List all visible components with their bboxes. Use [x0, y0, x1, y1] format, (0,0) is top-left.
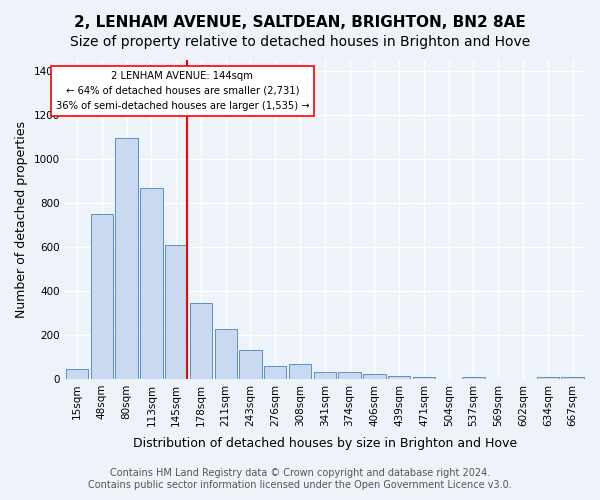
Bar — [413, 376, 435, 379]
Bar — [190, 304, 212, 379]
Bar — [66, 368, 88, 379]
Bar — [91, 214, 113, 379]
Text: 2 LENHAM AVENUE: 144sqm
← 64% of detached houses are smaller (2,731)
36% of semi: 2 LENHAM AVENUE: 144sqm ← 64% of detache… — [56, 71, 309, 110]
Bar — [314, 372, 336, 379]
Bar — [463, 376, 485, 379]
Bar — [388, 376, 410, 379]
Bar — [239, 350, 262, 379]
Bar — [215, 330, 237, 379]
Text: 2, LENHAM AVENUE, SALTDEAN, BRIGHTON, BN2 8AE: 2, LENHAM AVENUE, SALTDEAN, BRIGHTON, BN… — [74, 15, 526, 30]
Bar — [562, 376, 584, 379]
Bar — [289, 364, 311, 379]
Bar — [338, 372, 361, 379]
Bar — [140, 188, 163, 379]
Bar — [165, 244, 187, 379]
Bar — [264, 366, 286, 379]
X-axis label: Distribution of detached houses by size in Brighton and Hove: Distribution of detached houses by size … — [133, 437, 517, 450]
Y-axis label: Number of detached properties: Number of detached properties — [15, 121, 28, 318]
Bar — [363, 374, 386, 379]
Text: Size of property relative to detached houses in Brighton and Hove: Size of property relative to detached ho… — [70, 35, 530, 49]
Bar — [115, 138, 138, 379]
Text: Contains HM Land Registry data © Crown copyright and database right 2024.
Contai: Contains HM Land Registry data © Crown c… — [88, 468, 512, 490]
Bar — [536, 376, 559, 379]
